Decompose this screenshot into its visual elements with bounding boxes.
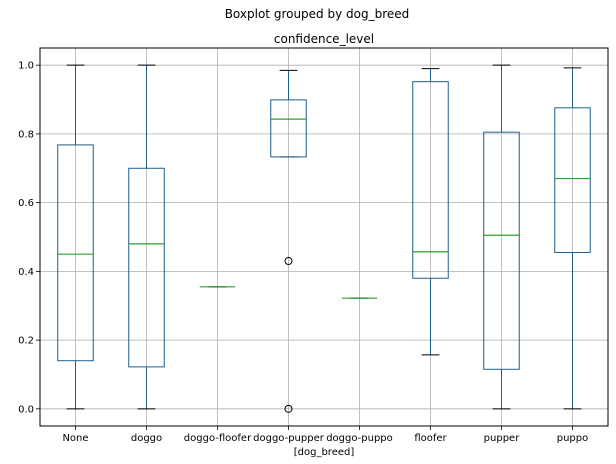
boxes-layer	[57, 64, 591, 413]
x-tick-label: pupper	[484, 433, 521, 444]
outlier-point	[284, 404, 293, 413]
y-tick-label: 0.6	[18, 198, 34, 209]
y-tick-label: 0.0	[18, 404, 34, 415]
y-tick-label: 0.4	[18, 267, 34, 278]
x-tick-label: doggo-floofer	[184, 433, 252, 444]
outlier-point	[284, 257, 293, 266]
iqr-box	[57, 144, 94, 362]
box-group	[554, 67, 591, 410]
iqr-box	[128, 167, 165, 368]
x-tick-label: puppo	[557, 433, 589, 444]
x-tick-label: doggo	[131, 433, 162, 444]
iqr-box	[554, 107, 591, 253]
y-tick-label: 1.0	[18, 61, 34, 72]
box-group	[412, 68, 449, 356]
iqr-box	[270, 99, 307, 158]
x-tick-label: doggo-pupper	[253, 433, 325, 444]
box-group	[57, 64, 94, 410]
y-tick-label: 0.8	[18, 129, 34, 140]
box-group	[483, 64, 520, 410]
x-tick-label: floofer	[414, 433, 447, 444]
box-group	[270, 69, 307, 413]
iqr-box	[483, 131, 520, 370]
x-axis-label: [dog_breed]	[294, 447, 355, 458]
x-ticks: None doggo doggo-floofer doggo-pupper doggo-…	[62, 426, 588, 444]
iqr-box	[412, 81, 449, 279]
x-tick-label: doggo-puppo	[326, 433, 393, 444]
y-tick-label: 0.2	[18, 336, 34, 347]
plot-title: confidence_level	[274, 32, 374, 46]
y-ticks: 0.0 0.2 0.4 0.6 0.8 1.0	[18, 61, 40, 415]
plot-area-frame	[39, 47, 609, 427]
grid-lines	[40, 48, 608, 426]
box-group	[128, 64, 165, 410]
x-tick-label: None	[62, 433, 88, 444]
figure-suptitle: Boxplot grouped by dog_breed	[225, 7, 410, 21]
